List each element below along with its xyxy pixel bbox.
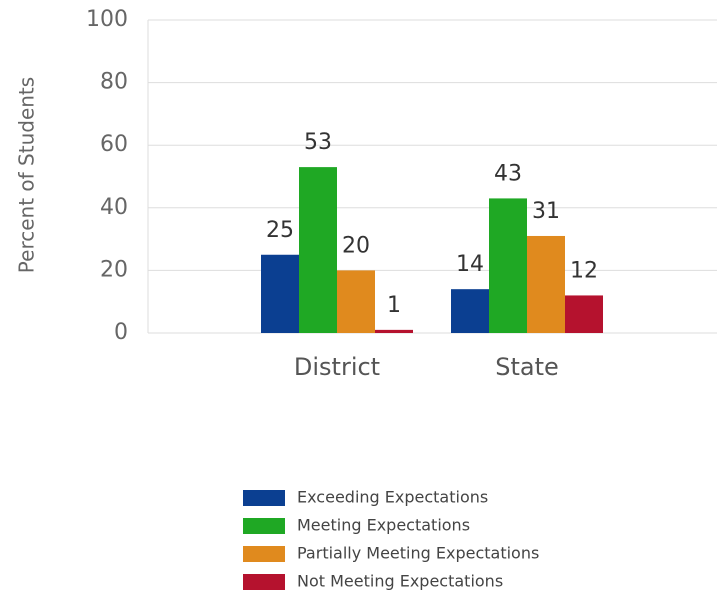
legend-label: Not Meeting Expectations bbox=[297, 572, 503, 591]
bar bbox=[299, 167, 337, 333]
data-label: 1 bbox=[387, 293, 401, 318]
data-label: 12 bbox=[570, 258, 598, 283]
bar bbox=[337, 270, 375, 333]
bar bbox=[527, 235, 565, 333]
data-label: 25 bbox=[266, 218, 294, 243]
bar bbox=[451, 289, 489, 333]
legend-label: Exceeding Expectations bbox=[297, 488, 488, 507]
bar bbox=[489, 198, 527, 333]
legend-label: Meeting Expectations bbox=[297, 516, 470, 535]
x-tick-label: State bbox=[495, 353, 559, 381]
legend-swatch bbox=[243, 546, 285, 562]
bar bbox=[565, 295, 603, 333]
x-tick-label: District bbox=[294, 353, 380, 381]
data-label: 53 bbox=[304, 130, 332, 155]
data-label: 20 bbox=[342, 233, 370, 258]
legend-label: Partially Meeting Expectations bbox=[297, 544, 539, 563]
legend-swatch bbox=[243, 518, 285, 534]
data-label: 31 bbox=[532, 199, 560, 224]
data-label: 43 bbox=[494, 161, 522, 186]
y-tick-label: 40 bbox=[100, 195, 128, 220]
legend-swatch bbox=[243, 574, 285, 590]
data-label: 14 bbox=[456, 252, 484, 277]
y-tick-label: 100 bbox=[86, 7, 128, 32]
y-tick-label: 80 bbox=[100, 70, 128, 95]
bar bbox=[375, 329, 413, 333]
y-tick-label: 20 bbox=[100, 257, 128, 282]
bar bbox=[261, 254, 299, 333]
y-axis-label: Percent of Students bbox=[15, 77, 39, 273]
legend-swatch bbox=[243, 490, 285, 506]
y-tick-label: 60 bbox=[100, 132, 128, 157]
y-tick-label: 0 bbox=[114, 320, 128, 345]
